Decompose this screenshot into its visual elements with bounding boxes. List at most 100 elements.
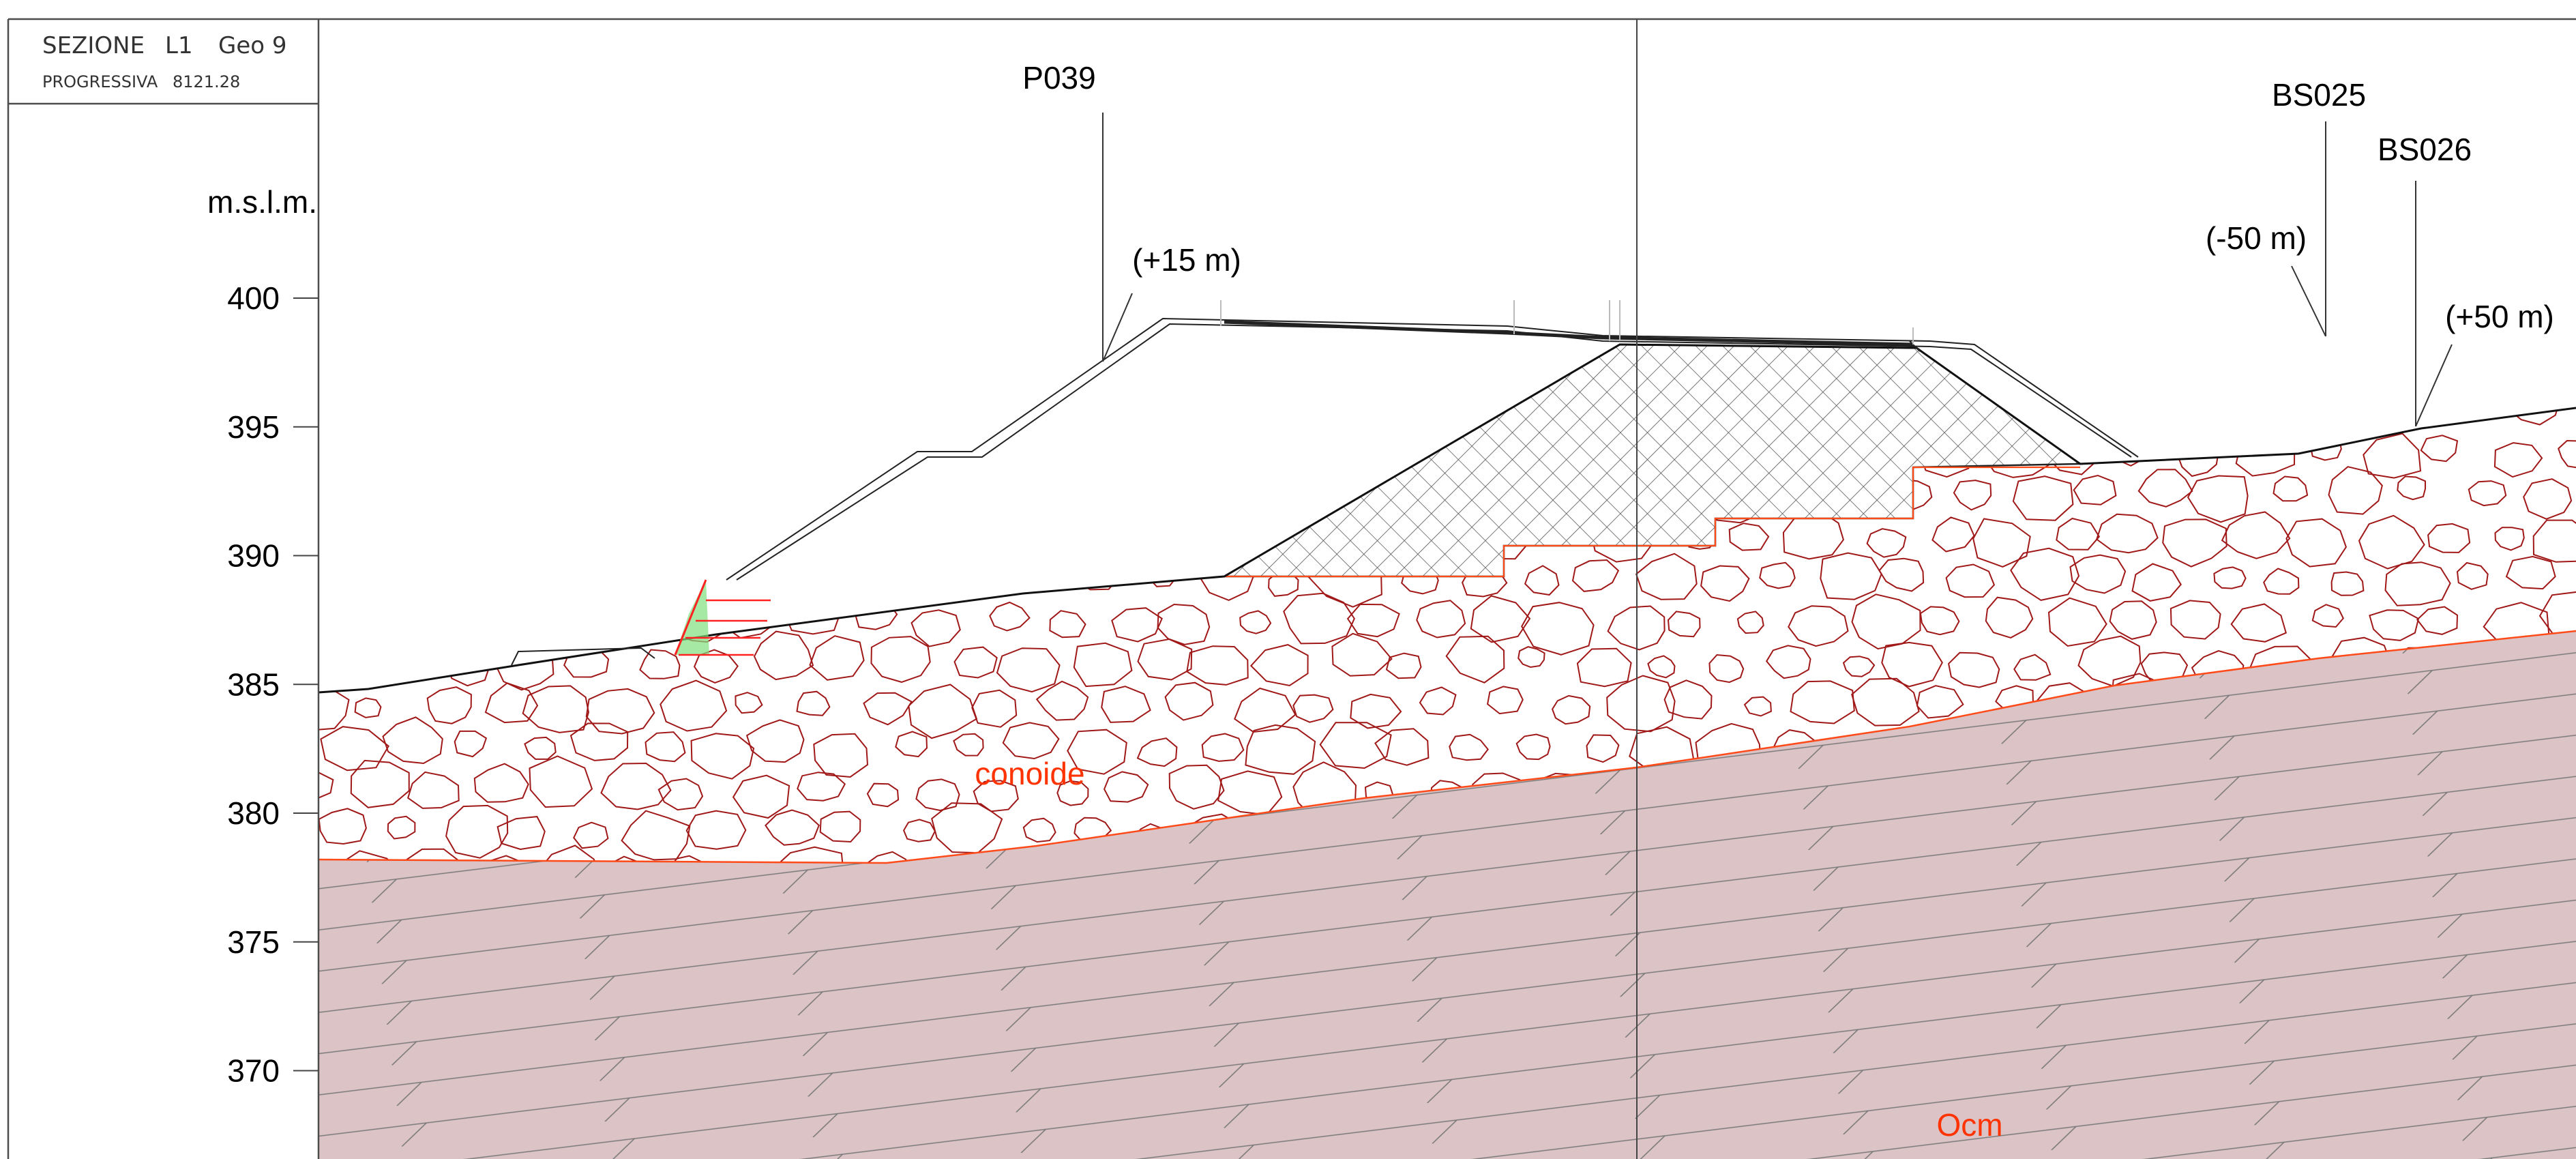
boulder-clast (1273, 484, 1306, 509)
boulder-clast (326, 408, 361, 423)
boulder-clast (1551, 694, 1591, 725)
boulder-clast (1020, 568, 1049, 592)
boulder-clast (621, 810, 691, 861)
boulder-clast (603, 434, 640, 463)
boulder-clast (771, 408, 814, 418)
boulder-clast (518, 408, 552, 419)
boulder-clast (895, 731, 928, 758)
boulder-clast (1067, 729, 1127, 775)
boulder-clast (497, 816, 546, 851)
boulder-clast (557, 553, 627, 607)
boulder-clast (1097, 514, 1167, 569)
boulder-clast (407, 771, 460, 809)
boulder-clast (2427, 523, 2471, 553)
boulder-clast (354, 697, 382, 718)
boulder-clast (355, 604, 391, 630)
boulder-clast (2077, 635, 2142, 687)
boulder-clast (1159, 437, 1215, 479)
boulder-clast (1820, 552, 1882, 600)
boulder-clast (610, 855, 646, 863)
boulder-clast (2073, 474, 2117, 505)
section-label: SEZIONE (42, 32, 145, 59)
boulder-clast (1056, 431, 1099, 466)
boulder-clast (2187, 475, 2249, 523)
boulder-clast (1320, 408, 1357, 421)
boulder-clast (2523, 478, 2573, 520)
unit-label-ocm: Ocm (1936, 1107, 2002, 1143)
boulder-clast (1201, 733, 1245, 762)
boulder-clast (1350, 693, 1402, 729)
boulder-clast (2369, 609, 2420, 641)
boulder-clast (1168, 764, 1225, 810)
boulder-clast (1331, 632, 1393, 677)
boulder-clast (1136, 737, 1178, 767)
boulder-clast (732, 774, 790, 819)
boulder-clast (1165, 508, 1225, 553)
boulder-clast (840, 408, 870, 416)
boulder-clast (524, 736, 557, 760)
boulder-clast (319, 808, 367, 845)
boulder-clast (2285, 518, 2348, 568)
boulder-clast (445, 804, 509, 859)
boulder-clast (792, 423, 853, 478)
boulder-clast (1449, 733, 1489, 761)
boulder-clast (473, 763, 529, 803)
boulder-clast (1948, 651, 2000, 688)
boulder-clast (1972, 518, 2031, 568)
boulder-clast (2013, 654, 2052, 681)
bedrock-unit (319, 631, 2576, 1159)
boulder-clast (915, 778, 960, 812)
boulder-clast (464, 478, 494, 503)
boulder-clast (2131, 563, 2182, 602)
boulder-clast (2558, 439, 2576, 469)
boulder-clast (1217, 770, 1283, 816)
boulder-clast (1298, 431, 1353, 470)
boulder-clast (1137, 638, 1193, 681)
boulder-clast (2384, 561, 2451, 606)
boulder-clast (1283, 592, 1355, 645)
boulder-clast (639, 478, 688, 516)
boulder-clast (1524, 565, 1560, 596)
boulder-clast (1186, 645, 1249, 686)
boulder-clast (1445, 635, 1505, 684)
boulder-clast (434, 524, 465, 547)
boulder-clast (574, 471, 627, 517)
boulder-clast (1245, 724, 1316, 775)
boulder-clast (1788, 605, 1849, 647)
boulder-clast (2363, 432, 2422, 479)
boulder-clast (971, 689, 1018, 728)
boulder-clast (1919, 606, 1960, 636)
borehole-offset: (+15 m) (1132, 242, 1241, 278)
boulder-clast (938, 465, 997, 511)
boulder-clast (870, 636, 931, 684)
boulder-clast (1487, 686, 1524, 715)
boulder-clast (2010, 547, 2080, 601)
boulder-clast (2221, 511, 2291, 559)
boulder-clast (1607, 605, 1665, 651)
boulder-clast (1382, 408, 1434, 433)
ground-surface (318, 343, 2576, 694)
boulder-clast (639, 649, 681, 679)
boulder-clast (862, 851, 911, 863)
boulder-clast (2069, 554, 2127, 594)
boulder-clast (320, 726, 389, 772)
boulder-clast (2109, 600, 2157, 640)
boulder-clast (1268, 571, 1299, 597)
boulder-clast (745, 719, 805, 763)
boulder-clast (911, 609, 961, 647)
boulder-clast (573, 821, 609, 849)
boulder-clast (555, 441, 583, 464)
axis-unit-label: m.s.l.m. (207, 184, 317, 220)
boulder-clast (1106, 435, 1157, 471)
borehole-id: BS025 (2272, 77, 2366, 113)
boulder-clast (682, 470, 748, 525)
boulder-clast (1851, 593, 1921, 650)
boulder-clast (633, 408, 683, 427)
boulder-clast (319, 686, 350, 731)
boulder-clast (685, 810, 747, 850)
boulder-clast (1931, 516, 1975, 553)
boulder-clast (1002, 722, 1060, 760)
boulder-clast (2420, 435, 2459, 463)
boulder-clast (771, 846, 844, 863)
